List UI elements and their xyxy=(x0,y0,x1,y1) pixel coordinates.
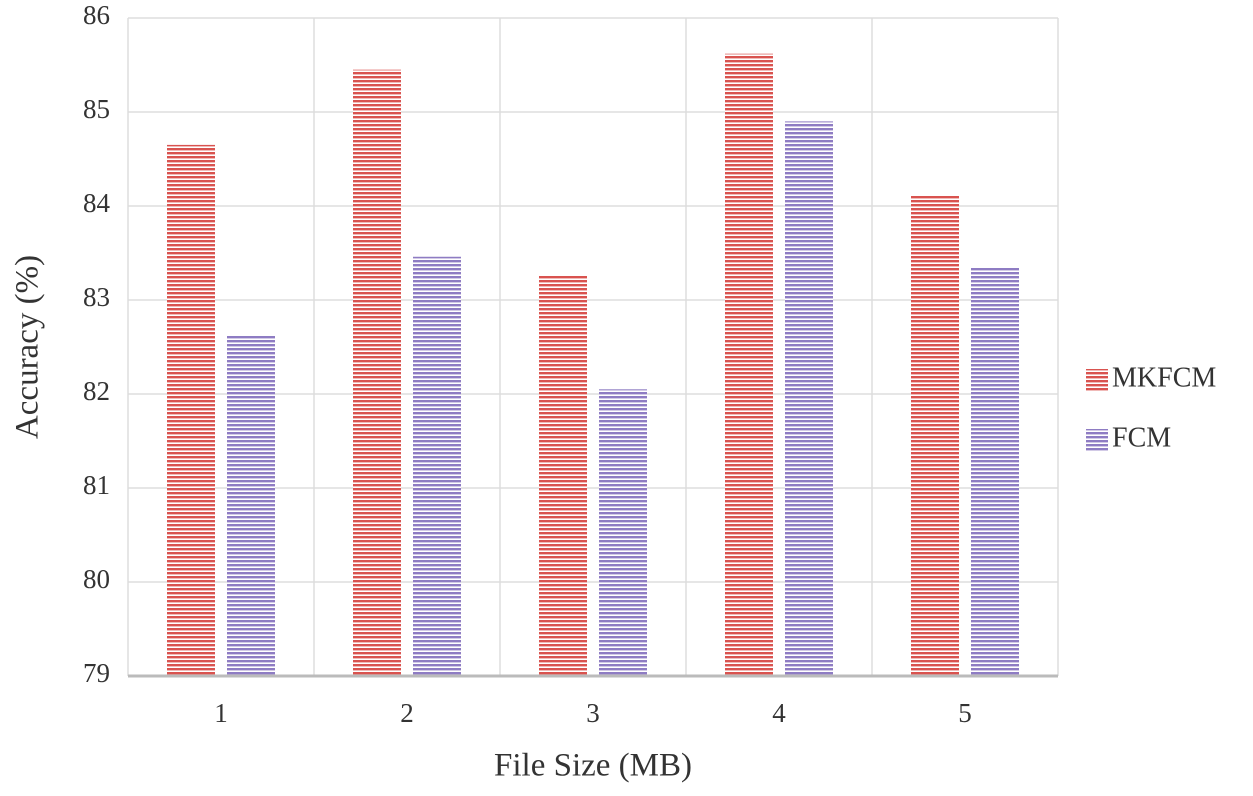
bar xyxy=(539,275,587,676)
y-tick-label: 86 xyxy=(83,0,110,30)
bar xyxy=(971,267,1019,676)
y-tick-label: 83 xyxy=(83,282,110,312)
y-tick-label: 84 xyxy=(83,188,111,218)
y-tick-label: 81 xyxy=(83,470,110,500)
bar xyxy=(227,335,275,676)
bar xyxy=(167,144,215,676)
y-axis-title: Accuracy (%) xyxy=(10,255,46,439)
legend-label: FCM xyxy=(1112,422,1171,453)
bar xyxy=(785,121,833,676)
x-tick-label: 2 xyxy=(400,698,414,728)
bar xyxy=(413,256,461,676)
x-tick-label: 4 xyxy=(772,698,786,728)
legend-swatch xyxy=(1086,429,1108,451)
bar xyxy=(911,194,959,676)
bar xyxy=(353,69,401,676)
y-tick-label: 80 xyxy=(83,564,110,594)
x-tick-label: 1 xyxy=(214,698,228,728)
y-tick-label: 82 xyxy=(83,376,110,406)
x-tick-label: 5 xyxy=(958,698,972,728)
bar xyxy=(599,389,647,676)
y-tick-label: 85 xyxy=(83,94,110,124)
legend-label: MKFCM xyxy=(1112,362,1216,393)
legend-swatch xyxy=(1086,369,1108,391)
x-axis-title: File Size (MB) xyxy=(494,748,692,784)
y-tick-label: 79 xyxy=(83,658,110,688)
bar xyxy=(725,53,773,677)
x-tick-label: 3 xyxy=(586,698,600,728)
